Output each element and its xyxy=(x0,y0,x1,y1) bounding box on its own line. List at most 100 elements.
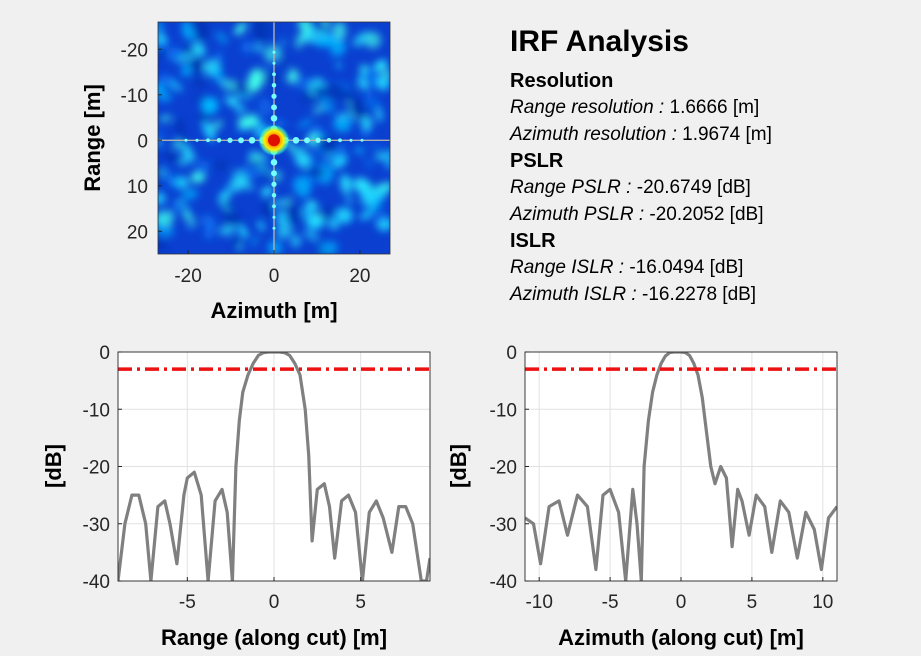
speckle-blob xyxy=(281,59,288,65)
sidelobe-dot xyxy=(349,138,353,142)
speckle-blob xyxy=(295,75,311,91)
speckle-blob xyxy=(302,29,321,44)
speckle-blob xyxy=(285,203,301,226)
speckle-blob xyxy=(380,68,390,80)
speckle-blob xyxy=(174,120,185,130)
azimuth-cut-ylabel: [dB] xyxy=(446,444,471,488)
speckle-blob xyxy=(290,234,301,248)
speckle-blob xyxy=(359,79,367,90)
speckle-blob xyxy=(204,222,214,241)
range-pslr-line: Range PSLR : -20.6749 [dB] xyxy=(510,174,772,201)
speckle-blob xyxy=(312,143,321,153)
speckle-blob xyxy=(267,240,283,254)
sidelobe-dot xyxy=(338,138,342,143)
range-cut-chart: -5 0 50-10-20-30-40 Range (along cut) [m] … xyxy=(41,343,431,650)
heatmap-ytick-label: 20 xyxy=(127,222,148,243)
azimuth-resolution-line: Azimuth resolution : 1.9674 [m] xyxy=(510,121,772,148)
speckle-blob xyxy=(375,106,384,123)
speckle-blob xyxy=(168,81,183,92)
speckle-blob xyxy=(367,142,384,150)
speckle-blob xyxy=(234,92,254,100)
speckle-blob xyxy=(234,22,247,35)
sidelobe-dot xyxy=(227,137,233,143)
speckle-blob xyxy=(321,152,339,162)
range-pslr-value: -20.6749 [dB] xyxy=(636,177,751,198)
range-resolution-line: Range resolution : 1.6666 [m] xyxy=(510,94,772,121)
azimuth-islr-value: -16.2278 [dB] xyxy=(642,284,757,305)
speckle-blob xyxy=(226,96,239,107)
speckle-blob xyxy=(303,229,320,242)
speckle-blob xyxy=(223,213,243,229)
ytick-label: 0 xyxy=(506,343,517,364)
speckle-blob xyxy=(364,31,381,49)
speckle-blob xyxy=(335,112,349,121)
speckle-blob xyxy=(264,44,282,63)
speckle-blob xyxy=(307,168,325,178)
ytick-label: 0 xyxy=(99,343,110,364)
speckle-blob xyxy=(159,115,172,122)
speckle-blob xyxy=(297,118,313,129)
speckle-blob xyxy=(256,161,271,175)
speckle-blob xyxy=(364,97,381,109)
sidelobe-dot xyxy=(272,61,276,65)
range-islr-line: Range ISLR : -16.0494 [dB] xyxy=(510,254,772,281)
xtick-label: 5 xyxy=(355,592,366,613)
speckle-blob xyxy=(318,241,339,254)
speckle-blob xyxy=(158,90,172,103)
speckle-blob xyxy=(258,97,272,116)
speckle-blob xyxy=(280,38,286,46)
speckle-blob xyxy=(253,22,275,39)
speckle-blob xyxy=(257,220,266,231)
speckle-blob xyxy=(375,152,388,161)
irf-analysis-panel: IRF Analysis Resolution Range resolution… xyxy=(510,22,772,308)
speckle-blob xyxy=(225,79,238,92)
speckle-blob xyxy=(237,115,259,128)
speckle-blob xyxy=(335,207,353,224)
speckle-blob xyxy=(374,60,388,70)
speckle-blob xyxy=(293,146,310,169)
speckle-blob xyxy=(364,65,380,88)
speckle-blob xyxy=(359,211,373,220)
speckle-blob xyxy=(183,225,196,231)
heatmap-xlabel: Azimuth [m] xyxy=(210,298,337,323)
azimuth-resolution-label: Azimuth resolution : xyxy=(510,124,677,145)
heatmap-plot: -20 0 20 -20 -10 0 10 20 Azimuth [m] Range [m] xyxy=(80,21,391,323)
ytick-label: -20 xyxy=(83,458,110,479)
xtick-label: 5 xyxy=(747,592,758,613)
speckle-blob xyxy=(218,225,236,236)
heatmap-xtick-label: 0 xyxy=(269,266,280,287)
speckle-blob xyxy=(201,96,219,115)
speckle-blob xyxy=(306,133,319,145)
sidelobe-dot xyxy=(271,104,277,111)
db-profile-line xyxy=(118,352,430,581)
speckle-blob xyxy=(261,187,274,197)
speckle-blob xyxy=(299,22,309,30)
range-pslr-label: Range PSLR : xyxy=(510,177,632,198)
speckle-blob xyxy=(158,239,167,250)
sidelobe-dot xyxy=(195,138,199,142)
speckle-blob xyxy=(329,82,348,101)
sidelobe-dot xyxy=(304,137,310,144)
resolution-heading: Resolution xyxy=(510,70,614,92)
speckle-blob xyxy=(213,66,223,82)
speckle-blob xyxy=(215,31,229,45)
speckle-blob xyxy=(251,234,259,248)
speckle-blob xyxy=(202,120,215,142)
speckle-blob xyxy=(360,127,371,137)
speckle-blob xyxy=(182,211,190,220)
sidelobe-dot xyxy=(271,93,277,99)
azimuth-pslr-label: Azimuth PSLR : xyxy=(510,204,645,225)
range-resolution-value: 1.6666 [m] xyxy=(669,97,760,118)
speckle-blob xyxy=(373,210,387,224)
sidelobe-dot xyxy=(270,158,278,166)
azimuth-islr-label: Azimuth ISLR : xyxy=(510,284,637,305)
sidelobe-dot xyxy=(292,136,300,144)
ytick-label: -30 xyxy=(490,515,517,536)
ytick-label: -40 xyxy=(83,572,110,593)
pslr-heading: PSLR xyxy=(510,150,564,172)
range-islr-value: -16.0494 [dB] xyxy=(629,257,744,278)
speckle-blob xyxy=(385,148,390,170)
speckle-blob xyxy=(158,210,174,227)
speckle-blob xyxy=(376,76,390,91)
sidelobe-dot xyxy=(216,138,222,143)
